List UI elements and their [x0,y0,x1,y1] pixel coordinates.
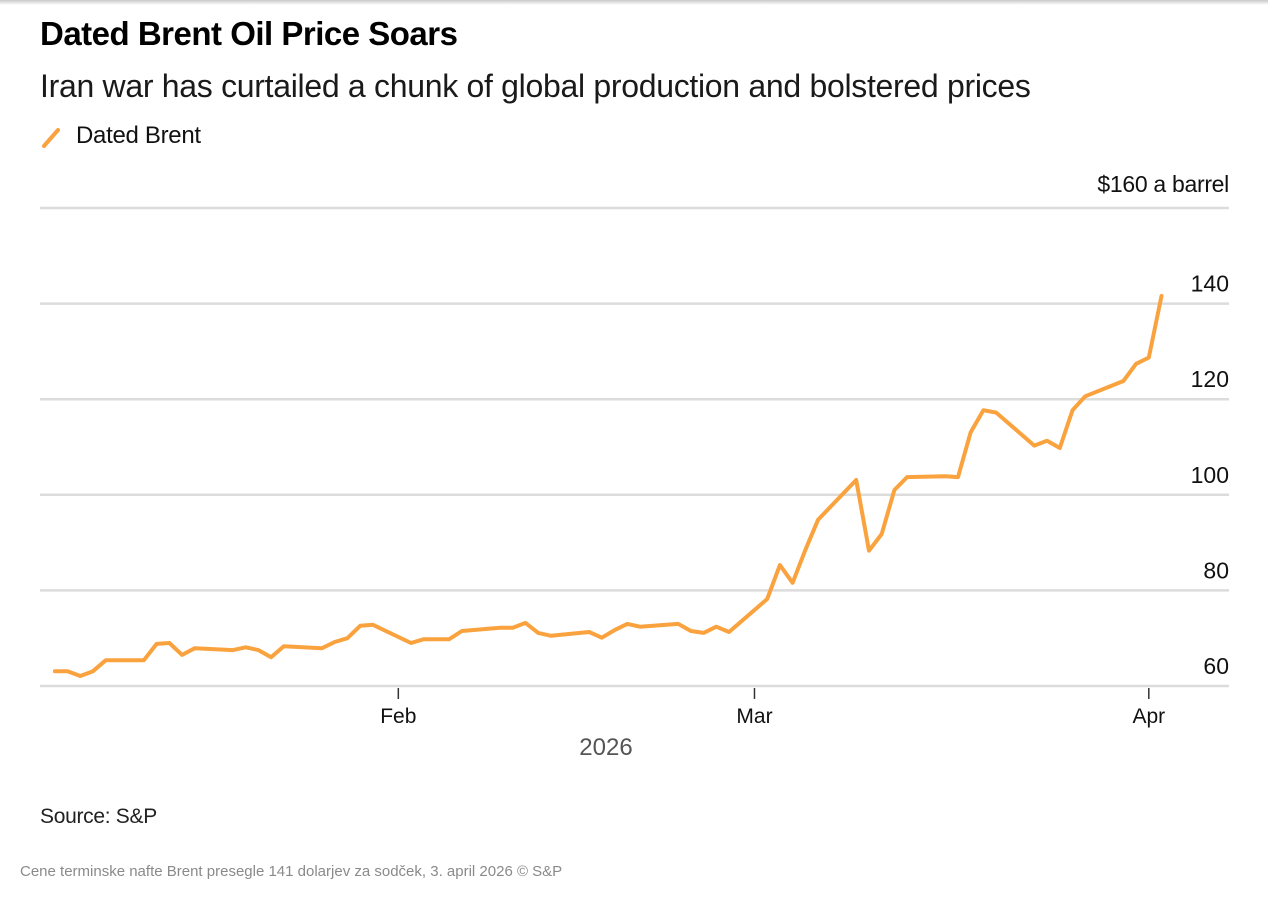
y-tick-label: 60 [1203,653,1229,679]
y-axis-unit-label: $160 a barrel [1097,171,1229,197]
y-tick-label: 80 [1203,557,1229,583]
x-axis-label: 2026 [579,734,632,761]
y-tick-label: 140 [1191,271,1229,297]
legend: Dated Brent [40,122,201,150]
x-tick-label: Mar [736,705,772,728]
x-tick-label: Apr [1132,705,1165,728]
series-group [52,294,1164,678]
legend-label: Dated Brent [76,122,201,149]
chart-subtitle: Iran war has curtailed a chunk of global… [40,68,1031,104]
gridlines [40,206,1229,688]
x-tick-label: Feb [380,705,416,728]
x-axis-ticks: Feb Mar Apr [380,688,1165,728]
chart-title: Dated Brent Oil Price Soars [40,15,458,52]
top-shade [0,0,1268,5]
y-axis-ticks: 140 120 100 80 60 [1191,271,1229,679]
y-tick-label: 100 [1191,462,1229,488]
image-caption: Cene terminske nafte Brent presegle 141 … [20,863,563,880]
y-tick-label: 120 [1191,366,1229,392]
series-line-dated-brent [52,294,1164,678]
legend-line-icon [42,128,60,148]
source-note: Source: S&P [40,805,157,828]
